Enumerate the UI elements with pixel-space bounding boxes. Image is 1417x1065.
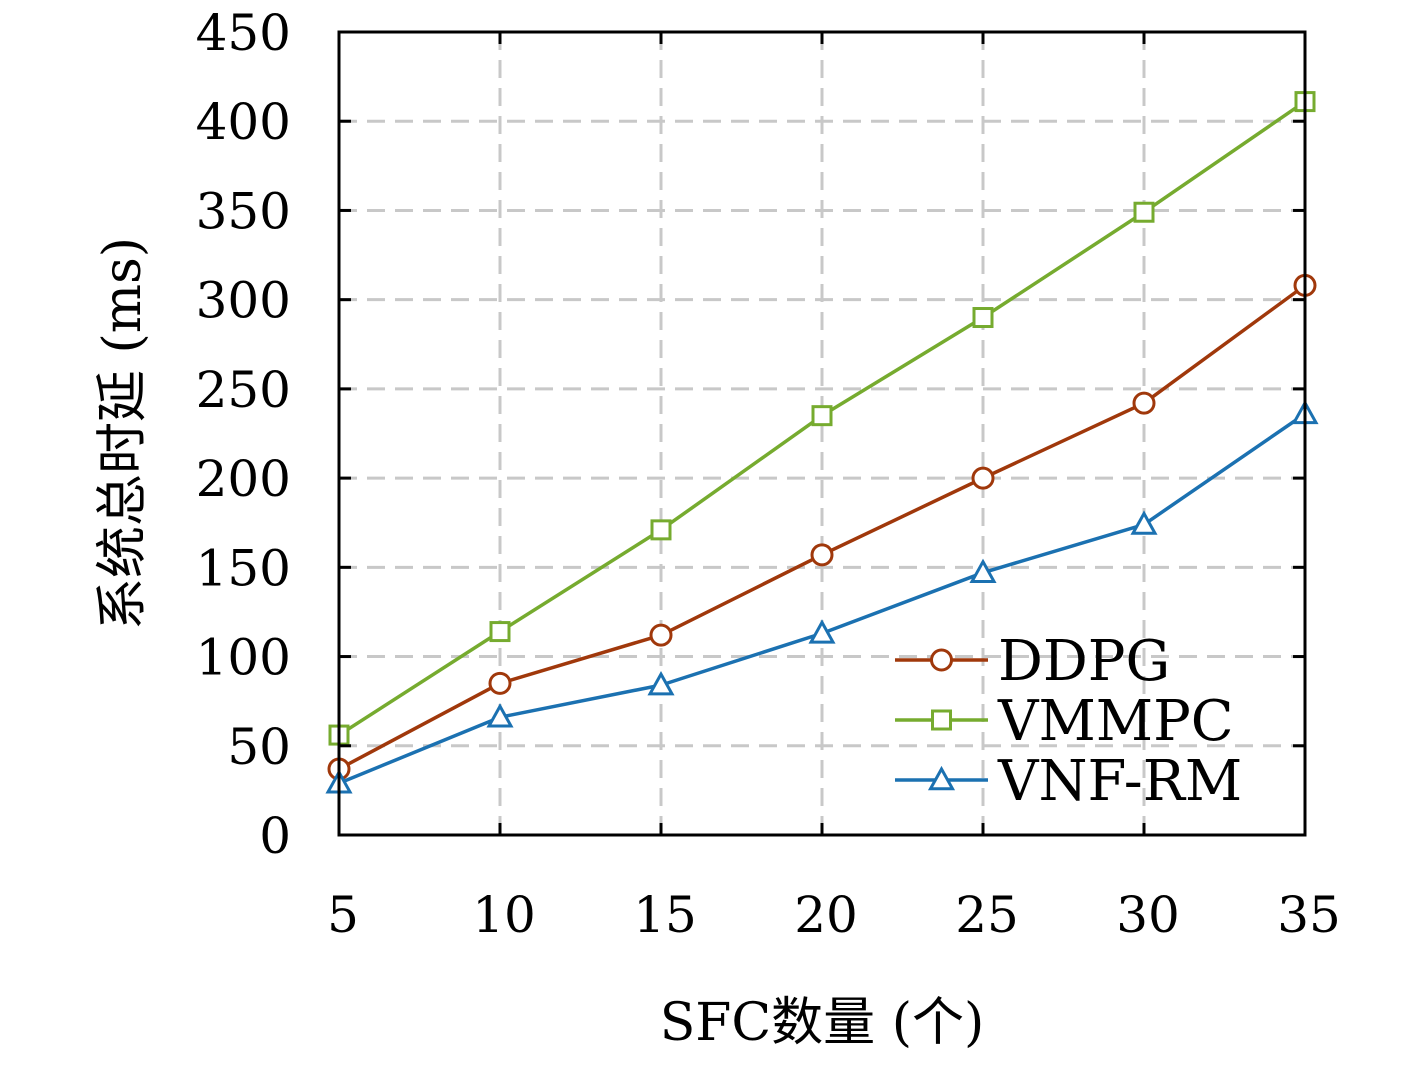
grid xyxy=(339,32,1305,835)
data-point xyxy=(647,671,675,696)
x-tick-label: 35 xyxy=(1277,886,1341,944)
legend-item: VMMPC xyxy=(895,689,1234,754)
data-point xyxy=(489,621,511,643)
y-tick-label: 100 xyxy=(196,629,291,687)
legend-label: VNF-RM xyxy=(997,749,1242,814)
y-tick-label: 300 xyxy=(196,272,291,330)
legend-label: DDPG xyxy=(998,629,1170,694)
y-tick-label: 150 xyxy=(196,539,291,597)
y-axis-title: 系统总时延 (ms) xyxy=(93,237,153,630)
data-point xyxy=(1133,201,1155,223)
data-point xyxy=(810,543,834,567)
series-ddpg xyxy=(327,273,1317,781)
x-tick-label: 15 xyxy=(633,886,697,944)
legend-item: VNF-RM xyxy=(895,749,1242,814)
data-point xyxy=(649,623,673,647)
legend-marker xyxy=(927,765,956,791)
data-point xyxy=(811,405,833,427)
x-axis-title: SFC数量 (个) xyxy=(660,993,985,1053)
y-tick-label: 200 xyxy=(196,450,291,508)
data-point xyxy=(488,671,512,695)
tick-marks xyxy=(337,30,1307,837)
data-point xyxy=(1132,391,1156,415)
legend-label: VMMPC xyxy=(997,689,1234,754)
x-tick-label: 20 xyxy=(794,886,858,944)
y-tick-label: 350 xyxy=(196,182,291,240)
data-point xyxy=(486,703,514,728)
data-point xyxy=(1130,510,1158,535)
data-point xyxy=(971,466,995,490)
data-point xyxy=(969,558,997,583)
x-tick-label: 5 xyxy=(327,886,359,944)
data-point xyxy=(650,519,672,541)
x-tick-label: 10 xyxy=(472,886,536,944)
x-tick-labels: 5 10 15 20 25 30 35 xyxy=(327,886,1341,944)
y-tick-label: 50 xyxy=(227,718,291,776)
legend-marker xyxy=(931,709,952,731)
data-point xyxy=(808,619,836,644)
data-point xyxy=(972,307,994,329)
series-vmmpc xyxy=(328,91,1316,746)
x-tick-label: 25 xyxy=(955,886,1019,944)
x-tick-label: 30 xyxy=(1116,886,1180,944)
y-tick-label: 0 xyxy=(259,807,291,865)
legend-marker xyxy=(930,648,953,672)
y-tick-label: 450 xyxy=(196,4,291,62)
series-layer xyxy=(325,91,1319,794)
y-tick-label: 250 xyxy=(196,361,291,419)
y-tick-labels: 0 50 100 150 200 250 300 350 400 450 xyxy=(196,4,291,865)
legend-item: DDPG xyxy=(895,629,1170,694)
y-tick-label: 400 xyxy=(196,93,291,151)
